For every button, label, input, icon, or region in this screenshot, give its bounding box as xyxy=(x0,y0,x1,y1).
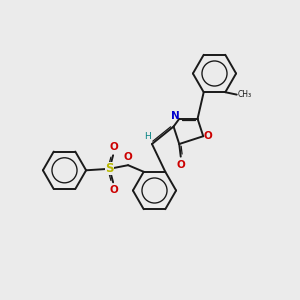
Text: O: O xyxy=(123,152,132,163)
Text: S: S xyxy=(105,162,114,175)
Text: H: H xyxy=(144,132,151,141)
Text: CH₃: CH₃ xyxy=(238,90,252,99)
Text: O: O xyxy=(203,130,212,141)
Text: O: O xyxy=(109,185,118,195)
Text: O: O xyxy=(177,160,186,170)
Text: N: N xyxy=(171,111,180,122)
Text: O: O xyxy=(109,142,118,152)
